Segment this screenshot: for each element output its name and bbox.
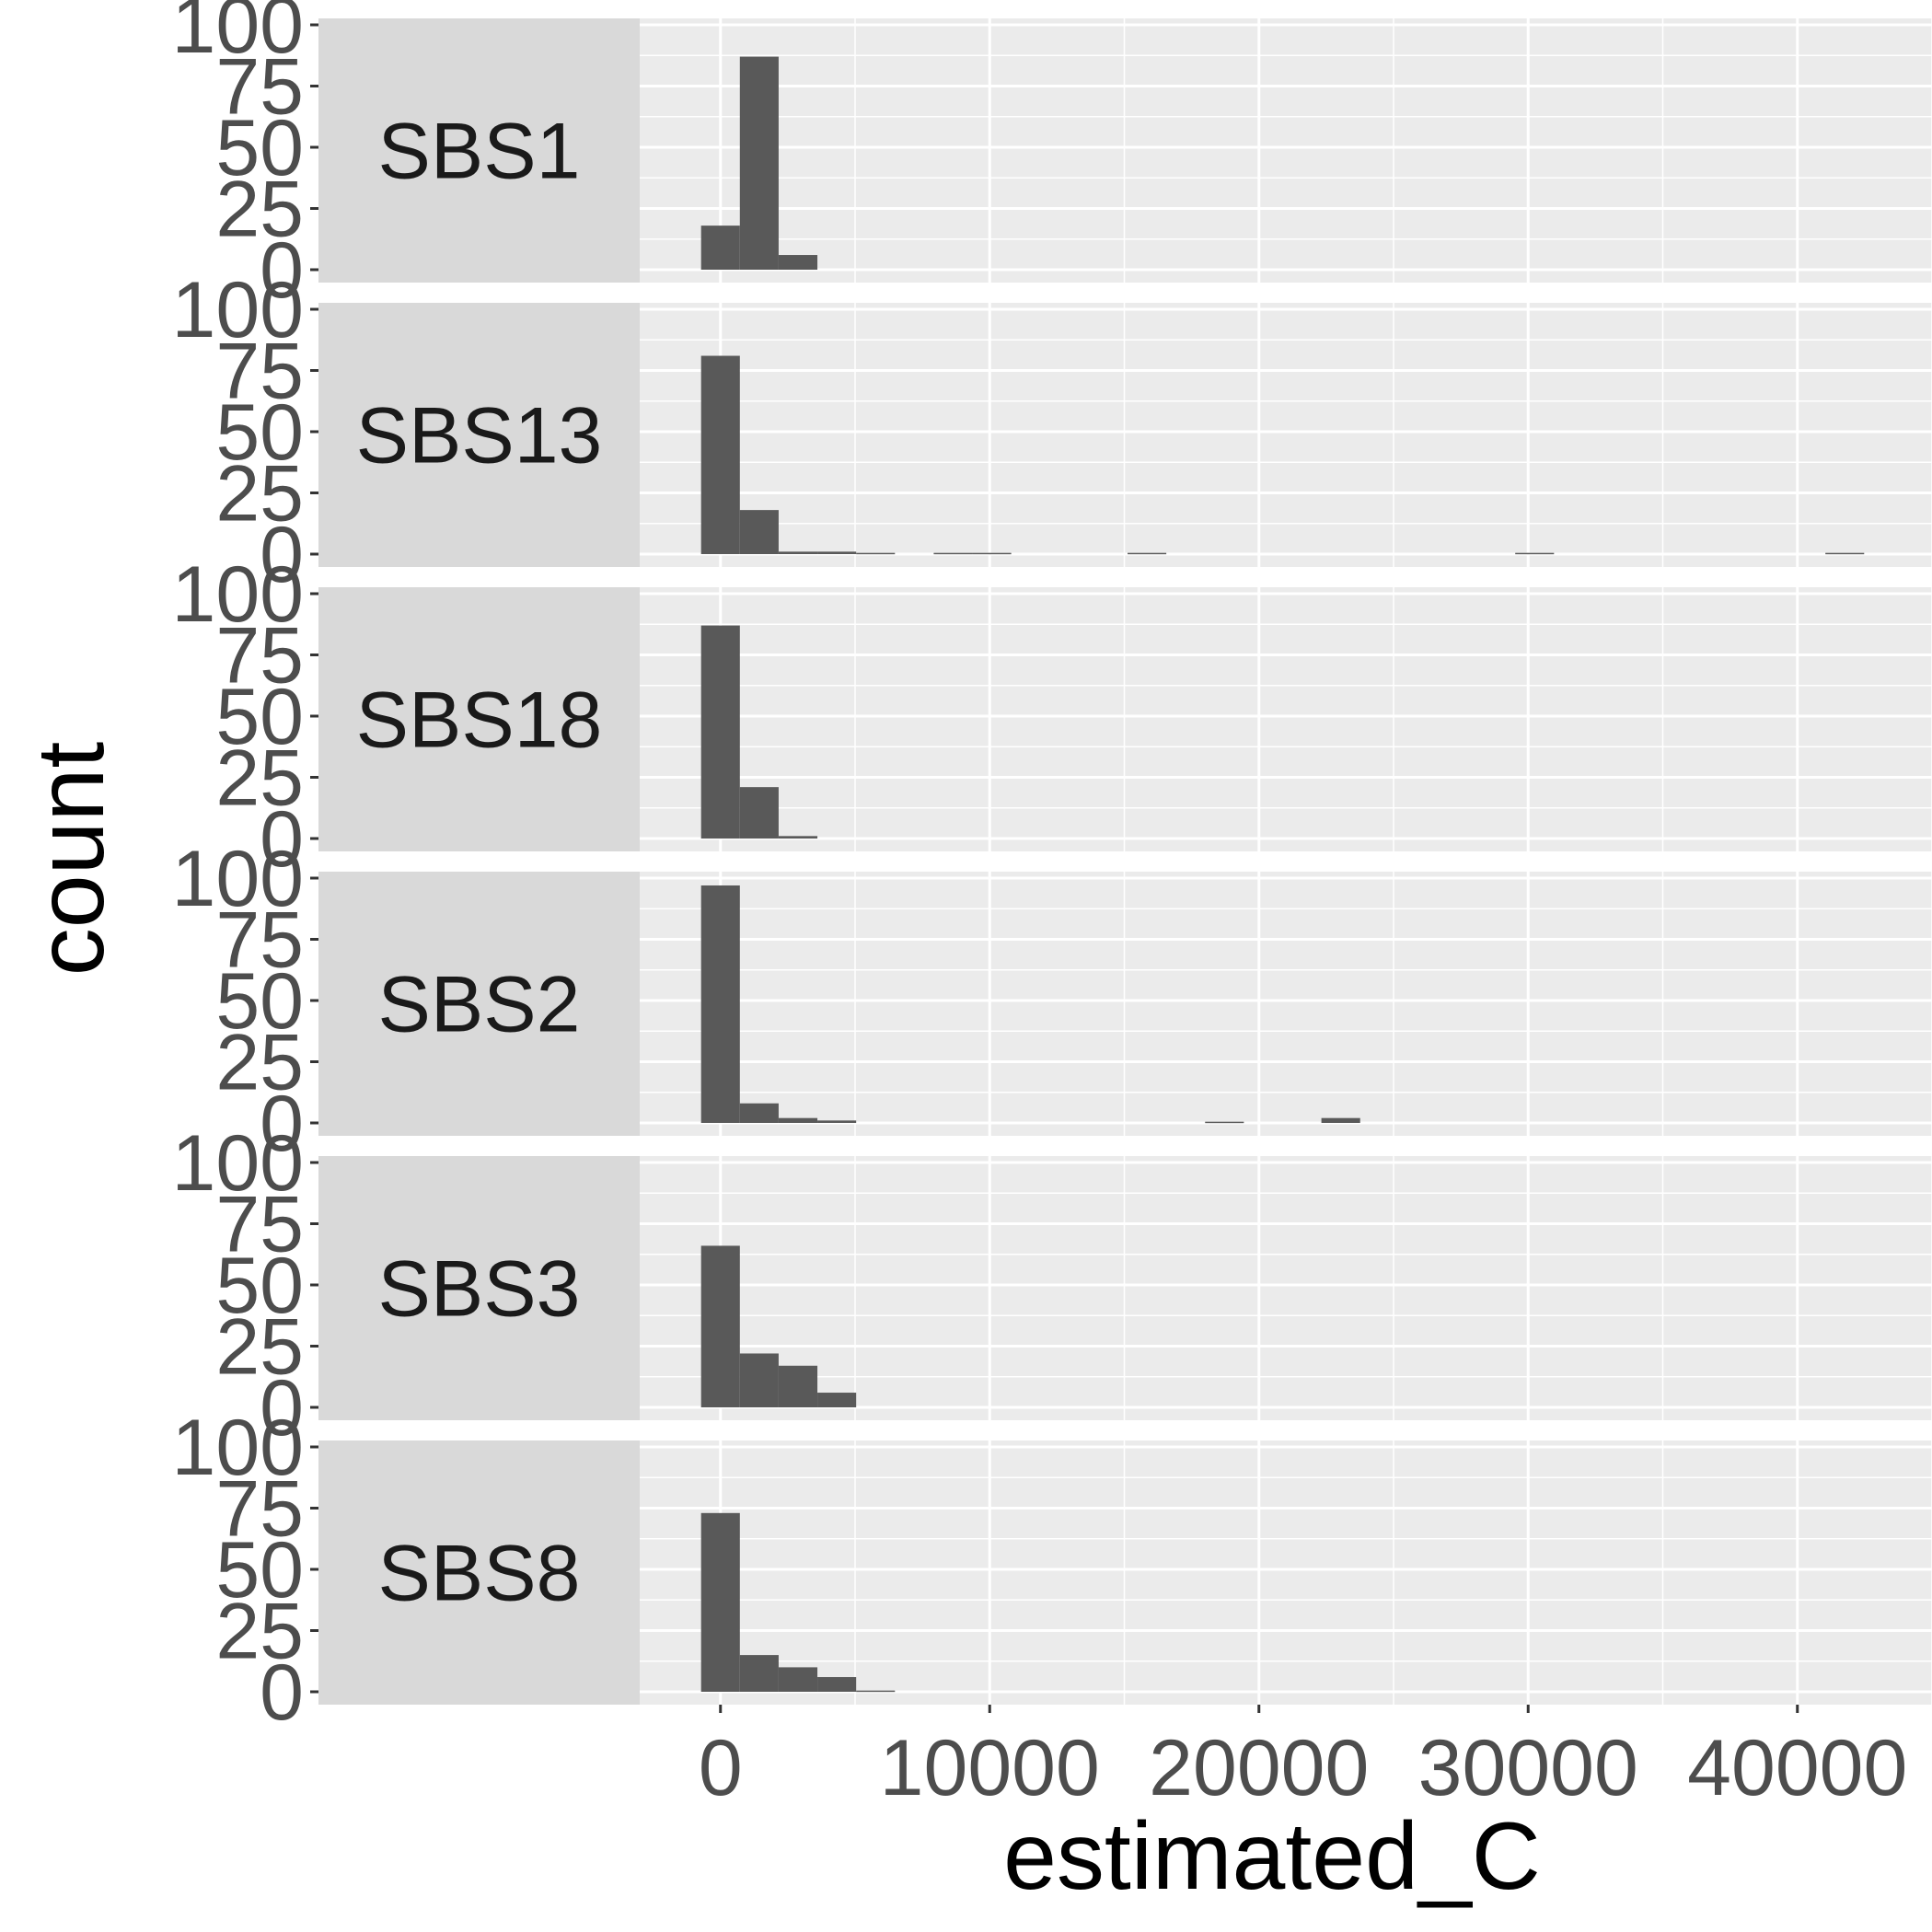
histogram-bar — [817, 1393, 857, 1407]
facet-label: SBS8 — [378, 1530, 581, 1618]
y-tick-label: 50 — [215, 957, 304, 1046]
facet-label: SBS13 — [356, 392, 603, 480]
histogram-bar — [856, 552, 896, 555]
y-tick-label: 25 — [215, 1019, 304, 1107]
histogram-bar — [700, 625, 740, 839]
y-tick-label: 25 — [215, 166, 304, 254]
facet-strip — [318, 587, 640, 851]
histogram-bar — [778, 836, 818, 839]
facet-strip — [318, 872, 640, 1136]
x-axis-title: estimated_C — [1003, 1803, 1541, 1910]
y-tick-label: 0 — [260, 511, 304, 599]
facet-label: SBS3 — [378, 1245, 581, 1334]
histogram-bar — [700, 1245, 740, 1407]
y-tick-label: 75 — [215, 1465, 304, 1554]
histogram-bar — [700, 355, 740, 554]
histogram-bar — [1205, 1121, 1244, 1124]
y-tick-label: 25 — [215, 450, 304, 538]
histogram-bar — [1321, 1117, 1360, 1123]
histogram-bar — [700, 1512, 740, 1692]
y-tick-label: 0 — [260, 1649, 304, 1737]
y-tick-label: 25 — [215, 1303, 304, 1392]
x-tick-label: 30000 — [1418, 1724, 1638, 1812]
y-tick-label: 75 — [215, 43, 304, 132]
y-tick-label: 50 — [215, 388, 304, 477]
y-tick-label: 25 — [215, 1588, 304, 1676]
facet-strip — [318, 303, 640, 567]
x-tick-label: 20000 — [1149, 1724, 1369, 1812]
x-tick-label: 40000 — [1687, 1724, 1907, 1812]
histogram-bar — [817, 551, 857, 554]
histogram-bar — [778, 1365, 818, 1407]
y-tick-label: 100 — [172, 0, 305, 70]
y-tick-label: 100 — [172, 1404, 305, 1492]
histogram-bar — [739, 1103, 779, 1123]
histogram-bar — [933, 552, 973, 555]
histogram-bar — [739, 787, 779, 839]
y-tick-label: 50 — [215, 1526, 304, 1614]
histogram-bar — [739, 1353, 779, 1407]
histogram-bar — [778, 551, 818, 554]
facet-strip — [318, 1440, 640, 1705]
facet-strip — [318, 1156, 640, 1420]
y-tick-label: 25 — [215, 735, 304, 823]
histogram-bar — [1128, 552, 1167, 555]
y-tick-label: 0 — [260, 1364, 304, 1452]
facet-label: SBS1 — [378, 108, 581, 196]
facet-label: SBS2 — [378, 961, 581, 1049]
histogram-bar — [700, 885, 740, 1123]
y-tick-label: 100 — [172, 835, 305, 923]
y-tick-label: 100 — [172, 1119, 305, 1208]
y-axis-title: count — [17, 742, 124, 977]
y-tick-label: 0 — [260, 1080, 304, 1168]
facet-strip — [318, 18, 640, 283]
histogram-bar — [778, 255, 818, 270]
histogram-bar — [1515, 552, 1555, 555]
y-tick-label: 75 — [215, 328, 304, 416]
facet-label: SBS18 — [356, 677, 603, 765]
y-tick-label: 75 — [215, 1181, 304, 1269]
y-tick-label: 50 — [215, 673, 304, 761]
histogram-bar — [739, 1655, 779, 1692]
y-tick-label: 100 — [172, 266, 305, 354]
histogram-bar — [739, 56, 779, 270]
x-tick-label: 10000 — [880, 1724, 1100, 1812]
histogram-bar — [856, 1690, 896, 1693]
histogram-bar — [739, 510, 779, 554]
histogram-bar — [972, 552, 1012, 555]
histogram-bar — [700, 226, 740, 270]
y-tick-label: 0 — [260, 795, 304, 884]
y-tick-label: 50 — [215, 1242, 304, 1330]
histogram-bar — [778, 1117, 818, 1123]
histogram-bar — [817, 1677, 857, 1692]
x-tick-label: 0 — [699, 1724, 743, 1812]
y-tick-label: 50 — [215, 104, 304, 192]
y-tick-label: 75 — [215, 897, 304, 985]
y-tick-label: 75 — [215, 612, 304, 700]
histogram-bar — [817, 1120, 857, 1123]
histogram-bar — [778, 1667, 818, 1692]
histogram-bar — [1825, 552, 1865, 555]
y-tick-label: 0 — [260, 226, 304, 315]
facet-panels: SBS10255075100SBS130255075100SBS18025507… — [172, 0, 1932, 1737]
y-tick-label: 100 — [172, 550, 305, 639]
x-axis: 0 10000 20000 30000 40000 — [699, 1705, 1907, 1812]
